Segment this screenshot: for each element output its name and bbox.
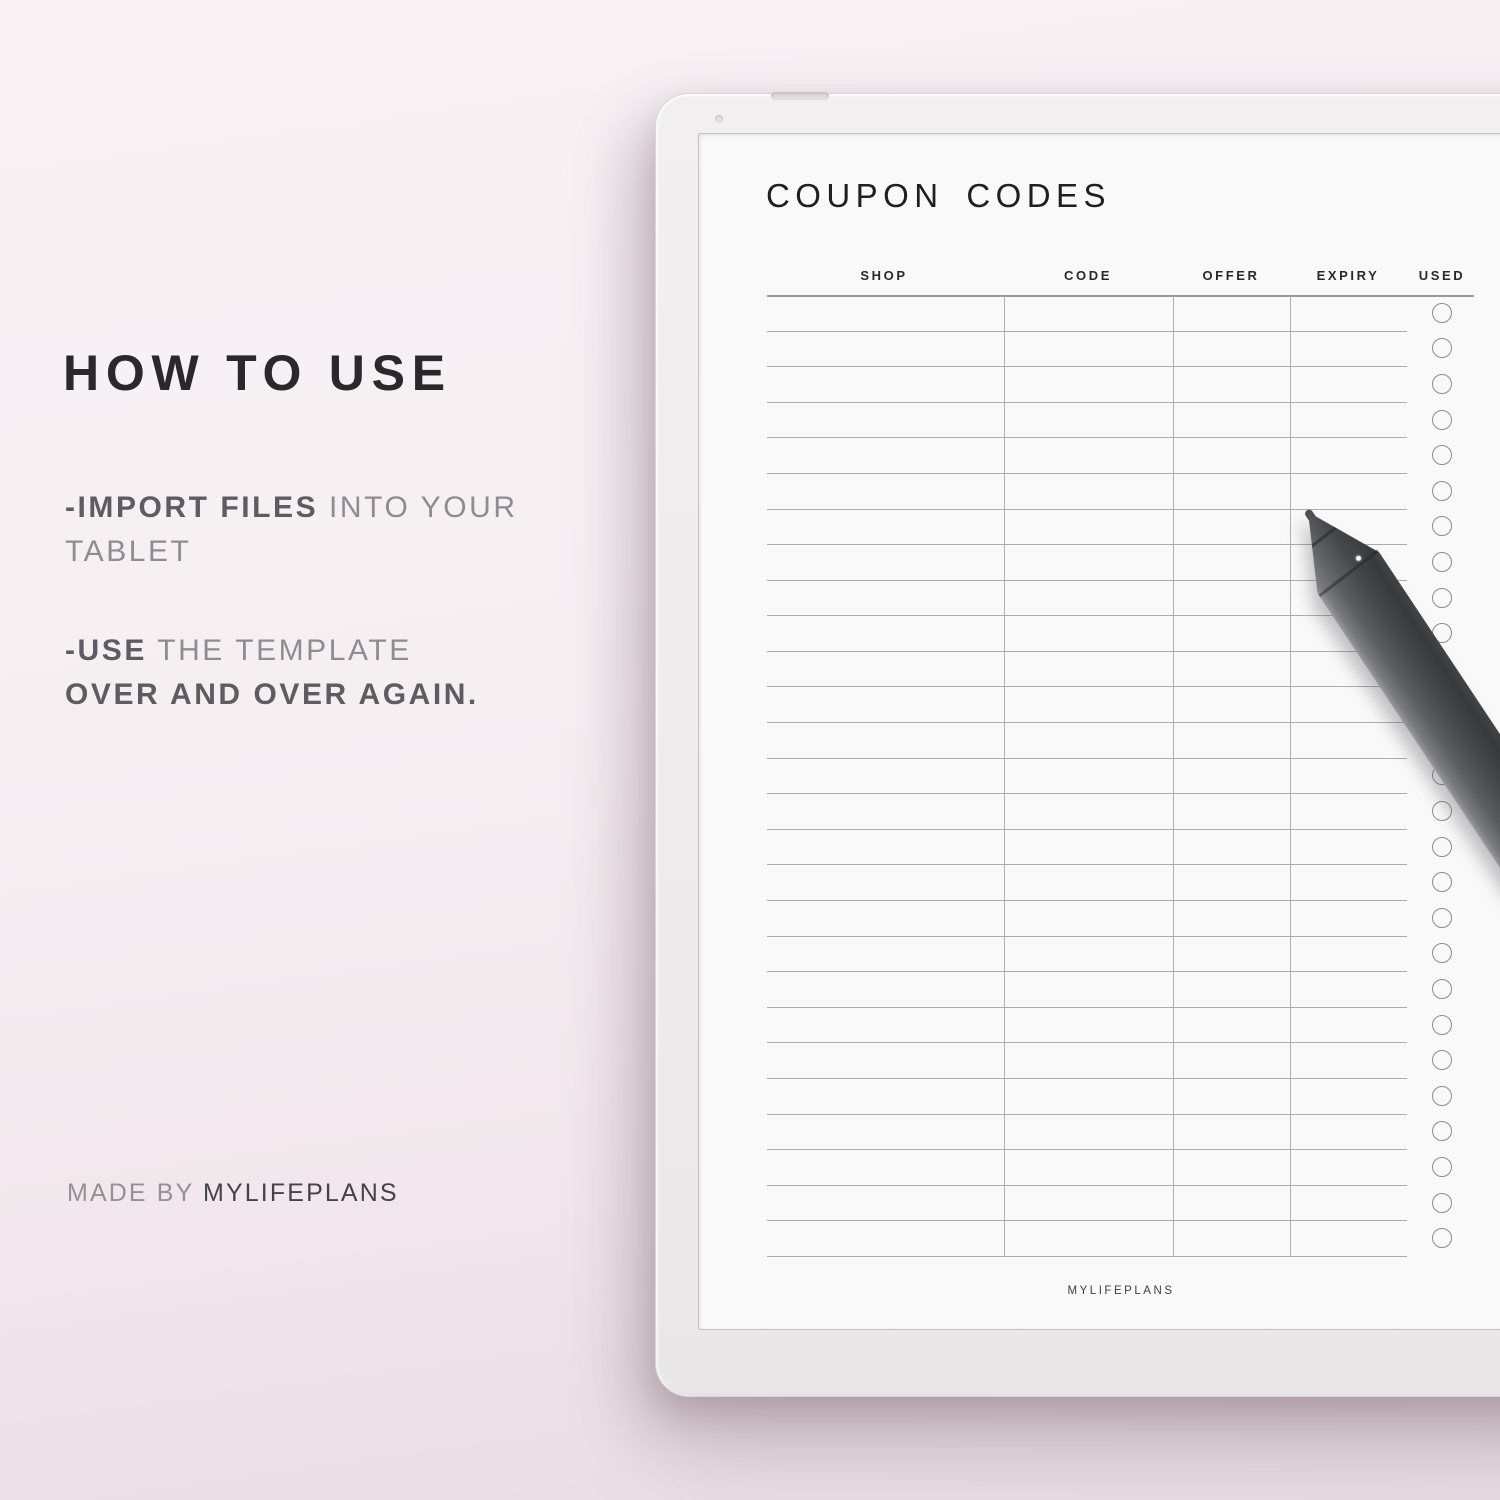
table-row-line xyxy=(767,615,1407,617)
used-checkbox[interactable] xyxy=(1432,1192,1452,1213)
table-row-line xyxy=(767,650,1407,652)
table-row-line xyxy=(767,1184,1407,1186)
used-checkbox[interactable] xyxy=(1432,943,1452,964)
camera-dot-icon xyxy=(715,115,723,123)
column-header-offer: OFFER xyxy=(1202,268,1260,283)
used-checkbox[interactable] xyxy=(1432,551,1452,572)
used-checkbox[interactable] xyxy=(1432,338,1452,359)
table-row-line xyxy=(767,971,1407,973)
table-row-line xyxy=(767,793,1407,795)
used-checkbox[interactable] xyxy=(1432,1085,1452,1106)
instruction-segment: -IMPORT FILES xyxy=(65,491,319,524)
instruction-segment: -USE xyxy=(65,634,147,667)
table-row-line xyxy=(767,864,1407,866)
instructions: -IMPORT FILES INTO YOUR TABLET -USE THE … xyxy=(65,486,625,717)
used-checkbox[interactable] xyxy=(1432,872,1452,893)
tablet-device: COUPON CODES SHOP CODE OFFER EXPIRY USED… xyxy=(655,92,1500,1397)
howto-title: HOW TO USE xyxy=(63,345,452,401)
used-checkbox[interactable] xyxy=(1432,979,1452,999)
column-separator xyxy=(1004,296,1005,1257)
credit-brand: MYLIFEPLANS xyxy=(203,1179,399,1207)
table-row-line xyxy=(767,828,1407,830)
table-row-line xyxy=(767,330,1407,332)
table-row-line xyxy=(767,900,1407,902)
used-checkbox[interactable] xyxy=(1432,1050,1452,1071)
instruction-segment: TABLET xyxy=(65,535,192,568)
table-row-line xyxy=(767,686,1407,688)
page-title: COUPON CODES xyxy=(766,177,1111,214)
table-row-line xyxy=(767,757,1407,759)
table-row-line xyxy=(767,1149,1407,1151)
used-checkbox[interactable] xyxy=(1432,1156,1452,1177)
used-checkbox[interactable] xyxy=(1432,1014,1452,1035)
used-checkbox[interactable] xyxy=(1432,409,1452,430)
used-checkbox[interactable] xyxy=(1432,907,1452,928)
instruction-line: TABLET xyxy=(65,535,191,568)
instruction-use: -USE THE TEMPLATE OVER AND OVER AGAIN. xyxy=(65,629,625,717)
table-header-rule xyxy=(767,295,1474,297)
used-checkbox[interactable] xyxy=(1432,1121,1452,1142)
table-row-line xyxy=(767,722,1407,724)
screen-footer-brand: MYLIFEPLANS xyxy=(1067,1285,1175,1297)
left-panel: HOW TO USE -IMPORT FILES INTO YOUR TABLE… xyxy=(0,0,640,1500)
column-header-expiry: EXPIRY xyxy=(1316,268,1380,283)
table-row-line xyxy=(767,472,1407,474)
used-checkbox[interactable] xyxy=(1432,480,1452,501)
tablet-screen: COUPON CODES SHOP CODE OFFER EXPIRY USED… xyxy=(698,133,1500,1330)
table-row-line xyxy=(767,1220,1407,1222)
used-checkbox[interactable] xyxy=(1432,373,1452,394)
power-button xyxy=(771,92,829,100)
instruction-segment: OVER AND OVER AGAIN. xyxy=(65,678,479,711)
used-checkbox[interactable] xyxy=(1432,1228,1452,1249)
instruction-segment: INTO YOUR xyxy=(318,491,518,524)
table-row-line xyxy=(767,579,1407,581)
used-checkbox[interactable] xyxy=(1432,587,1452,608)
column-separator xyxy=(1173,296,1174,1257)
used-checkbox[interactable] xyxy=(1432,302,1452,323)
used-checkbox[interactable] xyxy=(1432,801,1452,822)
instruction-line: OVER AND OVER AGAIN. xyxy=(65,678,479,711)
column-header-used: USED xyxy=(1418,268,1466,283)
pen-body xyxy=(1317,549,1500,1329)
table-row-line xyxy=(767,1113,1407,1115)
table-row-line xyxy=(767,1077,1407,1079)
credit-line: MADE BY MYLIFEPLANS xyxy=(67,1178,399,1208)
used-checkbox[interactable] xyxy=(1432,516,1452,537)
instruction-segment: THE TEMPLATE xyxy=(146,634,412,667)
column-header-shop: SHOP xyxy=(860,268,908,283)
table-row-line xyxy=(767,508,1407,510)
table-row-line xyxy=(767,544,1407,546)
table-row-line xyxy=(767,437,1407,439)
table-row-line xyxy=(767,1255,1407,1257)
instruction-line: -IMPORT FILES INTO YOUR xyxy=(65,491,518,524)
credit-prefix: MADE BY xyxy=(67,1179,204,1207)
column-header-code: CODE xyxy=(1064,268,1112,283)
table-row-line xyxy=(767,401,1407,403)
instruction-import: -IMPORT FILES INTO YOUR TABLET xyxy=(65,486,625,574)
used-checkbox[interactable] xyxy=(1432,836,1452,857)
table-row-line xyxy=(767,1042,1407,1044)
table-row-line xyxy=(767,366,1407,368)
table-row-line xyxy=(767,1006,1407,1008)
pen-cone-seam xyxy=(1309,524,1339,548)
instruction-line: -USE THE TEMPLATE xyxy=(65,634,412,667)
stylus-pen xyxy=(1277,492,1500,1329)
table-row-line xyxy=(767,935,1407,937)
column-separator xyxy=(1290,296,1291,1257)
used-checkbox[interactable] xyxy=(1432,445,1452,466)
